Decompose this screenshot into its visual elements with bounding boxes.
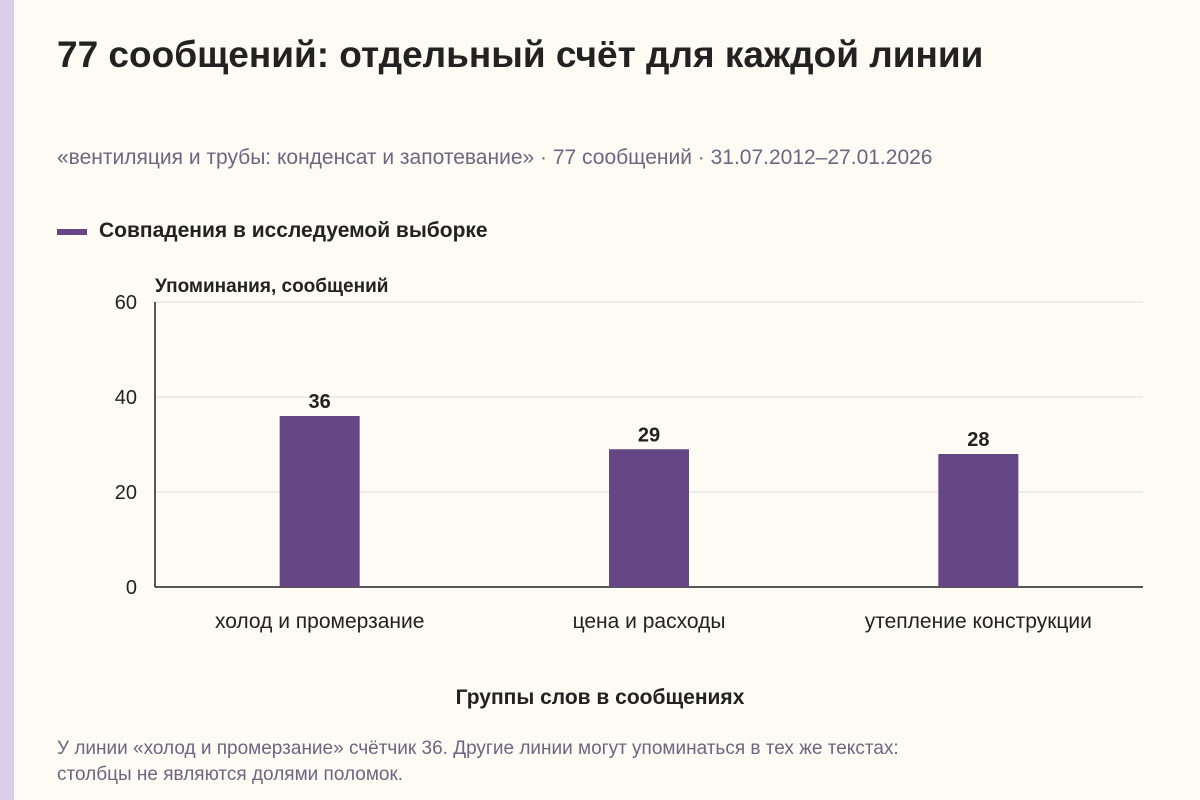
chart-subtitle: «вентиляция и трубы: конденсат и запотев… (57, 146, 933, 169)
bar-value-label: 28 (967, 429, 989, 451)
bar (938, 454, 1019, 587)
footnote-line-1: У линии «холод и промерзание» счётчик 36… (57, 738, 899, 759)
bar-value-label: 29 (638, 424, 660, 446)
footnote: У линии «холод и промерзание» счётчик 36… (57, 736, 1157, 788)
x-tick-label: цена и расходы (573, 610, 726, 633)
left-accent-strip (0, 0, 14, 800)
y-tick-label: 20 (115, 482, 137, 504)
y-tick-label: 0 (126, 577, 137, 599)
x-axis-title: Группы слов в сообщениях (455, 686, 745, 709)
legend: Совпадения в исследуемой выборке (57, 219, 488, 243)
legend-label: Совпадения в исследуемой выборке (99, 219, 488, 242)
y-tick-label: 60 (115, 292, 137, 314)
legend-swatch (57, 229, 87, 235)
footnote-line-2: столбцы не являются долями поломок. (57, 764, 404, 785)
x-tick-label: холод и промерзание (215, 610, 424, 633)
y-axis-title: Упоминания, сообщений (155, 276, 388, 297)
chart-title: 77 сообщений: отдельный счёт для каждой … (57, 34, 984, 75)
bar (609, 449, 689, 587)
bar-value-label: 36 (309, 391, 331, 413)
x-tick-label: утепление конструкции (865, 610, 1092, 633)
bar (279, 416, 360, 587)
y-tick-label: 40 (115, 387, 137, 409)
bar-chart: 0 20 40 60 Упоминания, сообщений 36 холод и пр… (115, 276, 1143, 633)
